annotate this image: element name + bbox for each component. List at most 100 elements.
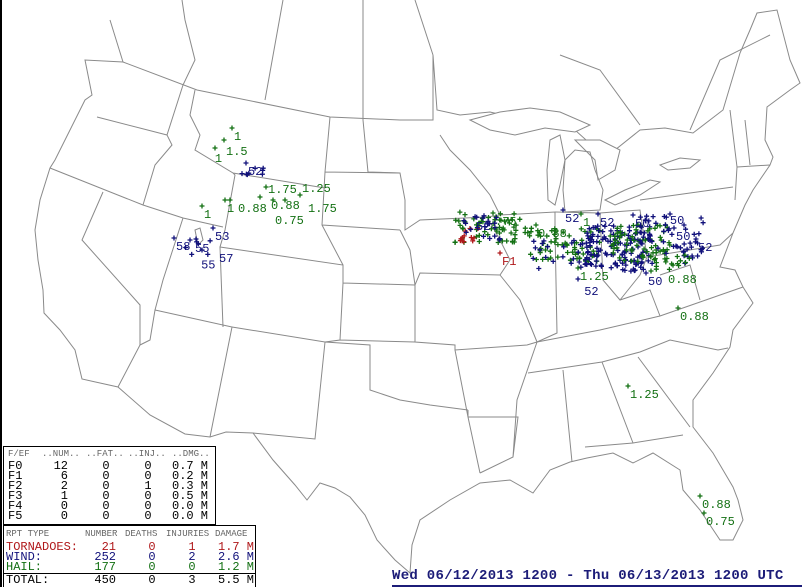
hail-report-plus-icon — [297, 192, 303, 198]
hail-report-plus-icon — [676, 263, 682, 268]
hail-report-plus-icon — [625, 383, 631, 389]
hail-report-plus-icon — [588, 229, 594, 235]
hail-report-plus-icon — [499, 238, 505, 244]
hail-report-plus-icon — [677, 258, 683, 264]
wind-report-plus-icon — [259, 171, 265, 177]
wind-report-plus-icon — [611, 223, 617, 229]
hail-report-plus-icon — [653, 250, 659, 256]
state-lines-central — [362, 119, 558, 474]
hail-report-plus-icon — [652, 256, 658, 262]
wind-report-plus-icon — [485, 221, 491, 227]
hail-report-plus-icon — [502, 218, 507, 224]
wind-report-plus-icon — [639, 259, 645, 265]
wind-report-label: 50 — [676, 230, 690, 244]
wind-report-plus-icon — [698, 249, 704, 255]
wind-report-plus-icon — [681, 222, 687, 228]
hail-report-plus-icon — [497, 217, 503, 223]
summary-deaths: 0 — [148, 550, 156, 564]
wind-report-plus-icon — [600, 236, 606, 242]
hail-report-plus-icon — [509, 217, 515, 223]
hail-report-plus-icon — [682, 252, 688, 258]
hail-report-plus-icon — [510, 239, 515, 245]
summary-type: WIND: — [6, 550, 43, 564]
michigan-lower-peninsula — [562, 149, 604, 213]
hail-report-plus-icon — [633, 227, 639, 233]
wind-report-plus-icon — [468, 226, 474, 232]
hail-report-label: 0.88 — [538, 227, 567, 241]
state-lines-east — [527, 109, 771, 463]
wind-report-plus-icon — [687, 240, 693, 246]
header-inj: ..INJ.. — [128, 449, 166, 459]
fef-count: 0 — [60, 509, 68, 523]
wind-report-label: 52 — [584, 285, 598, 299]
hail-report-plus-icon — [476, 239, 482, 244]
wind-report-plus-icon — [640, 266, 646, 272]
hail-report-label: 1 — [227, 202, 234, 216]
wind-report-plus-icon — [599, 263, 604, 269]
hail-report-plus-icon — [538, 233, 543, 239]
wind-report-plus-icon — [641, 230, 647, 236]
fef-injuries: 1 — [144, 479, 152, 493]
hail-report-label: 0.88 — [680, 310, 709, 324]
wind-report-plus-icon — [243, 171, 249, 177]
fef-level: F3 — [8, 489, 23, 503]
summary-type: TORNADOES: — [6, 540, 79, 554]
hail-report-plus-icon — [653, 266, 659, 272]
hail-report-plus-icon — [512, 232, 518, 238]
wind-report-plus-icon — [195, 241, 201, 247]
summary-type: TOTAL: — [6, 573, 50, 587]
hail-report-plus-icon — [456, 218, 462, 224]
wind-report-plus-icon — [560, 254, 566, 260]
summary-injuries: 0 — [188, 560, 196, 574]
wind-report-plus-icon — [640, 234, 646, 240]
fef-injuries: 0 — [144, 469, 152, 483]
hail-report-plus-icon — [552, 226, 558, 232]
tornado-report-plus-icon — [471, 235, 477, 241]
hail-report-plus-icon — [670, 262, 676, 268]
hail-report-plus-icon — [457, 209, 463, 215]
wind-report-plus-icon — [607, 238, 613, 244]
wind-report-plus-icon — [649, 239, 655, 244]
wind-report-plus-icon — [596, 228, 602, 234]
wind-report-plus-icon — [598, 247, 603, 253]
hail-report-plus-icon — [528, 251, 534, 257]
hail-report-label: 0.75 — [706, 515, 735, 529]
hail-report-plus-icon — [548, 255, 554, 261]
summary-row-total: TOTAL: 450 0 3 5.5 M — [4, 573, 255, 587]
hail-report-plus-icon — [212, 145, 218, 151]
wind-report-plus-icon — [472, 214, 478, 220]
wind-report-plus-icon — [480, 215, 486, 221]
wind-report-plus-icon — [492, 233, 498, 239]
summary-number: 450 — [94, 573, 116, 587]
hail-report-plus-icon — [547, 248, 553, 254]
hail-report-plus-icon — [614, 225, 620, 231]
hail-report-plus-icon — [617, 255, 623, 261]
hail-report-plus-icon — [647, 226, 653, 232]
hail-report-plus-icon — [497, 230, 502, 236]
wind-report-plus-icon — [461, 218, 467, 224]
wind-report-plus-icon — [207, 238, 213, 244]
wind-report-plus-icon — [575, 249, 581, 255]
wind-report-plus-icon — [561, 244, 567, 250]
wind-report-plus-icon — [700, 220, 706, 226]
hail-report-plus-icon — [567, 257, 573, 263]
hail-report-plus-icon — [513, 227, 519, 233]
hail-report-plus-icon — [522, 230, 528, 235]
hail-report-label: 0.75 — [275, 214, 304, 228]
summary-number: 21 — [101, 540, 116, 554]
wind-report-plus-icon — [463, 229, 469, 235]
hail-report-plus-icon — [666, 240, 672, 246]
wind-report-plus-icon — [698, 215, 704, 221]
hail-report-plus-icon — [652, 225, 658, 231]
hail-report-label: 0.88 — [668, 273, 697, 287]
summary-damage: 2.6 M — [218, 550, 255, 564]
wind-report-plus-icon — [612, 261, 618, 267]
hail-report-plus-icon — [621, 258, 627, 263]
wind-report-plus-icon — [593, 263, 599, 269]
hail-report-plus-icon — [574, 240, 579, 246]
wind-report-plus-icon — [688, 244, 694, 250]
wind-report-plus-icon — [655, 245, 661, 251]
header-number: NUMBER — [85, 529, 118, 539]
wind-report-plus-icon — [593, 258, 599, 264]
